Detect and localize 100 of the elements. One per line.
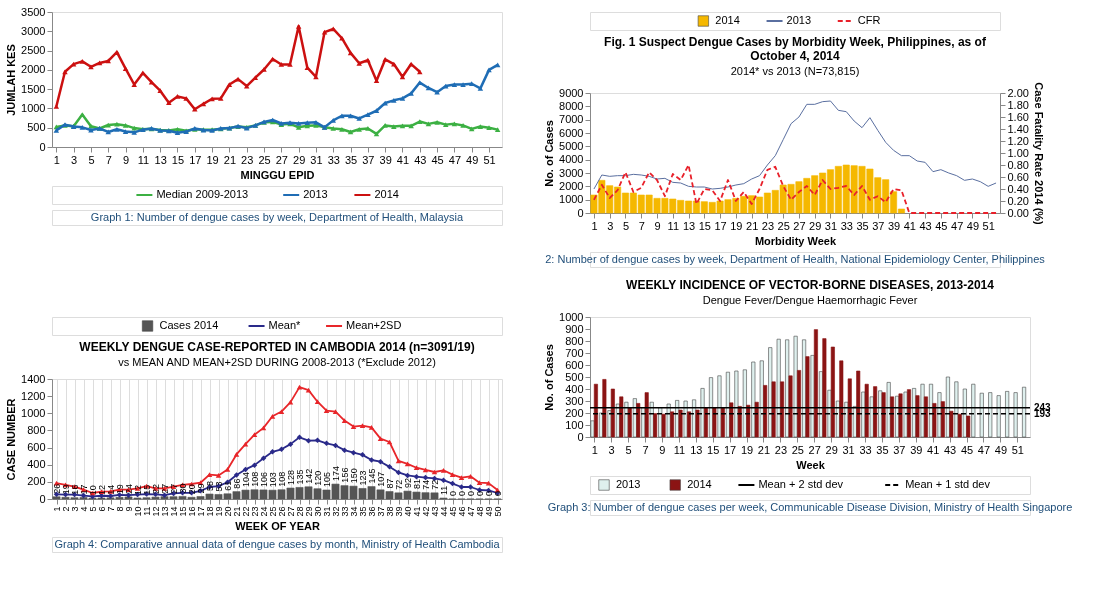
y2-tick-label: 0.20	[1007, 194, 1029, 207]
x-tick-label: 26	[277, 506, 287, 517]
x-tick-label: 15	[178, 506, 188, 517]
x-tick-label: 49	[966, 219, 980, 232]
x-tick-label: 24	[259, 506, 269, 517]
y-tick-label: 100	[565, 418, 584, 431]
x-tick-label: 33	[840, 219, 853, 232]
x-tick-label: 46	[457, 506, 467, 517]
chart-title: WEEKLY INCIDENCE OF VECTOR-BORNE DISEASES, 2013-2014	[626, 278, 995, 292]
x-tick-label: 47	[448, 153, 462, 166]
data-label: 16	[69, 484, 80, 495]
x-tick-label: 25	[777, 219, 790, 232]
x-tick-label: 25	[791, 443, 804, 456]
data-label: 108	[276, 471, 287, 487]
x-tick-label: 41	[412, 506, 422, 517]
y-tick-label: 1000	[559, 193, 584, 206]
x-tick-label: 41	[927, 443, 940, 456]
x-tick-label: 45	[431, 153, 444, 166]
y-tick-label: 900	[565, 322, 584, 335]
x-tick-label: 37	[376, 506, 386, 517]
x-tick-label: 9	[124, 506, 134, 512]
legend-label: 2013	[786, 14, 812, 26]
data-label: 107	[375, 471, 386, 487]
data-label: 106	[258, 471, 269, 487]
x-tick-label: 31	[310, 153, 323, 166]
x-tick-label: 3	[71, 153, 78, 166]
y-tick-label: 3000	[21, 24, 46, 37]
x-tick-label: 33	[340, 506, 350, 517]
x-tick-label: 49	[484, 506, 494, 517]
x-tick-label: 7	[638, 219, 645, 232]
data-label: 150	[348, 468, 359, 484]
x-tick-label: 41	[396, 153, 410, 166]
data-label: 22	[150, 484, 161, 495]
data-label: 72	[429, 479, 440, 490]
y2-tick-label: 1.00	[1007, 146, 1029, 159]
data-label: 27	[159, 483, 170, 494]
y-tick-label: 1200	[21, 389, 46, 402]
data-label: 29	[195, 483, 206, 494]
text: 2: Number of dengue cases by week, Department of Health, National Epidemiology Center, Philippines	[545, 252, 1046, 265]
y-tick-label: 300	[565, 394, 584, 407]
x-tick-label: 5	[622, 219, 630, 232]
x-tick-label: 16	[187, 506, 197, 517]
x-tick-label: 36	[367, 506, 377, 517]
data-label: 10	[87, 485, 98, 496]
caption: Graph 4: Comparative annual data of dengue cases by month, Ministry of Health Cambodia	[54, 537, 501, 550]
x-tick-label: 43	[943, 443, 957, 456]
x-tick-label: 39	[887, 219, 901, 232]
data-label: 27	[168, 483, 179, 494]
x-tick-label: 27	[275, 153, 288, 166]
legend-label: Mean + 2 std dev	[758, 478, 844, 490]
data-label: 15	[141, 484, 152, 495]
data-label: 174	[330, 466, 341, 482]
y-tick-label: 4000	[559, 153, 584, 166]
x-tick-label: 37	[893, 443, 906, 456]
x-tick-label: 31	[824, 219, 838, 232]
caption: Graph 1: Number of dengue cases by week, Department of Health, Malaysia	[90, 210, 465, 223]
y-tick-label: 500	[27, 121, 46, 134]
x-tick-label: 39	[394, 506, 404, 517]
y2-tick-label: 1.40	[1007, 122, 1029, 135]
x-tick-label: 7	[106, 506, 116, 512]
legend-label: Mean + 1 std dev	[905, 478, 991, 490]
x-tick-label: 21	[223, 153, 237, 166]
legend-label: Mean*	[268, 319, 302, 331]
x-tick-label: 51	[982, 219, 995, 232]
data-label: 128	[285, 470, 296, 486]
x-tick-label: 31	[842, 443, 855, 456]
x-tick-label: 35	[358, 506, 368, 517]
y-tick-label: 500	[565, 370, 584, 383]
x-tick-label: 3	[608, 443, 615, 456]
data-label: 0	[465, 490, 476, 496]
data-label: 156	[339, 467, 350, 483]
x-tick-label: 47	[466, 506, 476, 517]
legend-label: Mean+2SD	[346, 319, 402, 331]
y-axis-title: No. of Cases	[543, 120, 556, 187]
x-tick-label: 19	[214, 506, 224, 517]
y-tick-label: 200	[565, 406, 584, 419]
y2-tick-label: 0.00	[1007, 206, 1029, 219]
x-tick-label: 14	[169, 506, 179, 517]
y-tick-label: 1000	[559, 310, 584, 323]
x-tick-label: 13	[154, 153, 167, 166]
data-label: 74	[420, 479, 431, 490]
x-tick-label: 45	[448, 506, 458, 517]
x-tick-label: 11	[137, 153, 150, 166]
x-tick-label: 43	[919, 219, 932, 232]
x-tick-label: 40	[403, 506, 413, 517]
data-label: 120	[312, 470, 323, 486]
x-tick-label: 4	[79, 506, 89, 512]
x-tick-label: 2	[61, 506, 71, 512]
y-tick-label: 3500	[21, 5, 46, 18]
y-tick-label: 0	[577, 430, 584, 443]
y-tick-label: 800	[565, 334, 584, 347]
y-tick-label: 800	[27, 423, 46, 436]
x-tick-label: 48	[475, 506, 485, 517]
x-tick-label: 25	[268, 506, 278, 517]
x-tick-label: 11	[667, 219, 679, 232]
x-tick-label: 29	[304, 506, 314, 517]
data-label: 104	[240, 472, 251, 488]
x-tick-label: 21	[746, 219, 759, 232]
x-tick-label: 15	[707, 443, 720, 456]
data-label: 92	[402, 478, 413, 489]
